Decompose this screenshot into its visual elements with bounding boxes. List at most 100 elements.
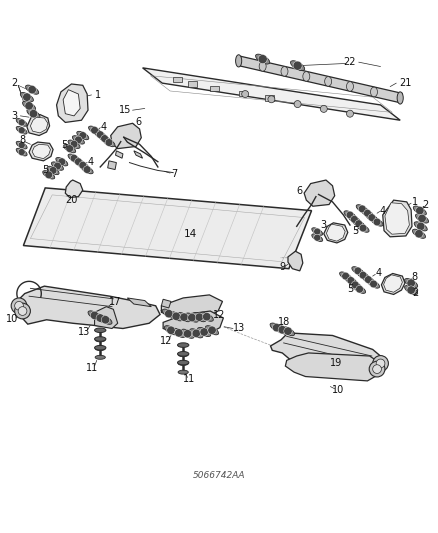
Text: 19: 19: [330, 358, 342, 368]
Ellipse shape: [193, 312, 206, 322]
Ellipse shape: [356, 205, 368, 213]
Circle shape: [314, 228, 321, 235]
Ellipse shape: [236, 55, 242, 67]
Circle shape: [49, 167, 57, 174]
Ellipse shape: [353, 285, 366, 293]
Circle shape: [278, 326, 286, 334]
Text: 4: 4: [380, 206, 386, 216]
Circle shape: [18, 119, 25, 126]
Circle shape: [272, 324, 281, 332]
Circle shape: [376, 359, 385, 368]
Circle shape: [79, 132, 87, 139]
Text: 5: 5: [42, 165, 48, 175]
Polygon shape: [95, 306, 118, 328]
Polygon shape: [385, 203, 410, 234]
Ellipse shape: [371, 218, 383, 226]
Circle shape: [96, 131, 104, 139]
Ellipse shape: [190, 329, 203, 338]
Ellipse shape: [405, 286, 418, 295]
Ellipse shape: [352, 266, 364, 275]
Circle shape: [356, 285, 364, 293]
Polygon shape: [326, 224, 345, 241]
Text: 5: 5: [347, 284, 353, 294]
Ellipse shape: [81, 165, 93, 174]
Polygon shape: [381, 273, 405, 294]
Text: 8: 8: [412, 272, 418, 282]
Text: 4: 4: [100, 122, 106, 132]
Circle shape: [74, 158, 82, 166]
Polygon shape: [324, 223, 348, 243]
Ellipse shape: [405, 279, 418, 288]
Text: 17: 17: [109, 297, 121, 308]
Ellipse shape: [162, 309, 175, 318]
Text: 11: 11: [183, 374, 195, 384]
Circle shape: [258, 54, 267, 63]
Text: 3: 3: [320, 221, 326, 230]
Polygon shape: [188, 82, 197, 87]
Ellipse shape: [103, 139, 115, 147]
Ellipse shape: [416, 214, 428, 223]
Circle shape: [370, 280, 378, 288]
Ellipse shape: [16, 148, 27, 156]
Text: 21: 21: [400, 78, 412, 88]
Polygon shape: [30, 117, 48, 133]
Ellipse shape: [16, 141, 27, 149]
Circle shape: [74, 136, 82, 144]
Text: 13: 13: [78, 327, 91, 337]
Circle shape: [347, 277, 355, 284]
Ellipse shape: [94, 131, 106, 139]
Ellipse shape: [164, 326, 177, 335]
Circle shape: [359, 224, 367, 232]
Polygon shape: [108, 161, 117, 169]
Ellipse shape: [95, 337, 106, 341]
Circle shape: [242, 91, 249, 98]
Circle shape: [83, 166, 91, 173]
Ellipse shape: [22, 101, 35, 110]
Ellipse shape: [95, 328, 106, 333]
Circle shape: [208, 326, 216, 334]
Polygon shape: [286, 353, 383, 381]
Text: 13: 13: [233, 324, 245, 334]
Circle shape: [165, 310, 173, 318]
Circle shape: [101, 316, 110, 324]
Ellipse shape: [20, 93, 33, 102]
Circle shape: [350, 215, 358, 223]
Text: 12: 12: [159, 336, 172, 346]
Circle shape: [18, 306, 27, 316]
Ellipse shape: [367, 280, 380, 288]
Polygon shape: [239, 56, 403, 103]
Ellipse shape: [339, 272, 352, 280]
Ellipse shape: [95, 338, 106, 342]
Circle shape: [195, 313, 204, 321]
Text: 6: 6: [135, 117, 141, 127]
Text: 20: 20: [65, 195, 78, 205]
Circle shape: [200, 328, 208, 336]
Ellipse shape: [205, 326, 219, 335]
Circle shape: [192, 329, 201, 337]
Polygon shape: [111, 123, 141, 149]
Circle shape: [28, 85, 36, 94]
Polygon shape: [23, 188, 311, 269]
Circle shape: [293, 61, 302, 70]
Ellipse shape: [47, 166, 59, 175]
Ellipse shape: [303, 71, 310, 81]
Circle shape: [70, 140, 78, 148]
Text: 5066742AA: 5066742AA: [193, 471, 245, 480]
Circle shape: [79, 161, 87, 169]
Circle shape: [355, 220, 363, 228]
Polygon shape: [288, 251, 303, 271]
Circle shape: [101, 135, 109, 142]
Circle shape: [268, 96, 275, 103]
Polygon shape: [210, 86, 219, 91]
Text: 6: 6: [297, 187, 303, 196]
Text: 1: 1: [413, 197, 419, 207]
Text: 18: 18: [278, 317, 290, 327]
Circle shape: [105, 139, 113, 147]
Text: 5: 5: [352, 225, 358, 236]
Circle shape: [96, 314, 104, 322]
Ellipse shape: [95, 356, 106, 359]
Circle shape: [180, 313, 188, 321]
Ellipse shape: [178, 353, 188, 357]
Circle shape: [359, 271, 367, 279]
Ellipse shape: [27, 109, 40, 118]
